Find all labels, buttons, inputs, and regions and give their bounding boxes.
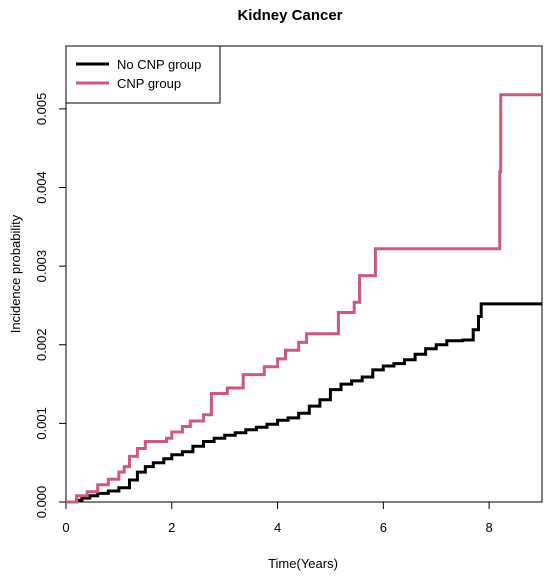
legend-label: No CNP group	[117, 57, 201, 72]
x-axis: 0 2 4 6 8	[62, 502, 493, 535]
y-tick-label: 0.001	[34, 407, 49, 440]
y-tick-label: 0.000	[34, 486, 49, 519]
legend-box	[65, 45, 221, 104]
x-tick-label: 0	[62, 520, 69, 535]
y-tick-label: 0.005	[34, 93, 49, 126]
series-line-no-cnp	[66, 302, 542, 504]
y-tick-label: 0.003	[34, 250, 49, 283]
y-tick-label: 0.002	[34, 328, 49, 361]
x-tick-label: 4	[274, 520, 281, 535]
legend: No CNP group CNP group	[65, 45, 221, 104]
y-axis: 0.000 0.001 0.002 0.003 0.004 0.005	[34, 93, 66, 519]
x-axis-label: Time(Years)	[268, 556, 338, 571]
x-tick-label: 8	[485, 520, 492, 535]
plot-frame	[65, 45, 543, 503]
chart-title: Kidney Cancer	[237, 7, 342, 24]
x-tick-label: 6	[380, 520, 387, 535]
x-tick-label: 2	[168, 520, 175, 535]
series-line-cnp	[66, 93, 542, 504]
y-axis-label: Incidence probability	[8, 214, 23, 333]
series-layer	[66, 93, 542, 504]
y-tick-label: 0.004	[34, 171, 49, 204]
legend-label: CNP group	[117, 76, 181, 91]
